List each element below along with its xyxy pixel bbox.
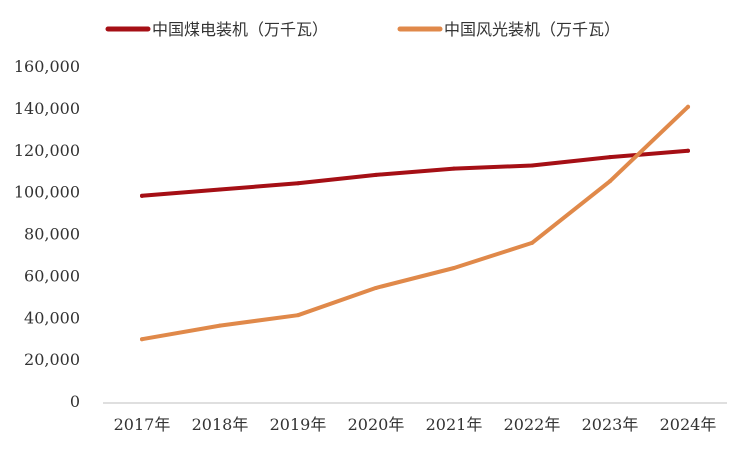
y-tick-label: 80,000 bbox=[24, 225, 80, 244]
x-tick-label: 2018年 bbox=[192, 415, 249, 434]
data-point-series-1 bbox=[452, 166, 456, 171]
data-point-series-1 bbox=[140, 193, 144, 198]
y-tick-label: 0 bbox=[70, 392, 80, 411]
data-point-series-1 bbox=[374, 172, 378, 177]
y-tick-label: 120,000 bbox=[14, 141, 80, 160]
data-point-series-1 bbox=[296, 181, 300, 186]
x-tick-label: 2019年 bbox=[270, 415, 327, 434]
legend: 中国煤电装机（万千瓦） 中国风光装机（万千瓦） bbox=[105, 20, 620, 39]
x-tick-label: 2023年 bbox=[582, 415, 639, 434]
data-point-series-2 bbox=[218, 323, 222, 328]
y-tick-label: 100,000 bbox=[14, 183, 80, 202]
data-point-series-2 bbox=[686, 104, 690, 109]
x-axis: 2017年 2018年 2019年 2020年 2021年 2022年 2023年 2024年 bbox=[103, 402, 727, 434]
y-tick-label: 140,000 bbox=[14, 99, 80, 118]
series-line-2 bbox=[140, 104, 690, 342]
y-tick-label: 160,000 bbox=[14, 57, 80, 76]
data-point-series-2 bbox=[530, 240, 534, 245]
series-layer bbox=[140, 104, 690, 342]
y-axis: 0 20,000 40,000 60,000 80,000 100,000 120,000 1… bbox=[14, 57, 80, 411]
x-tick-label: 2021年 bbox=[426, 415, 483, 434]
data-point-series-1 bbox=[608, 155, 612, 160]
data-point-series-2 bbox=[452, 266, 456, 271]
x-tick-label: 2024年 bbox=[660, 415, 717, 434]
data-point-series-2 bbox=[374, 285, 378, 290]
data-point-series-1 bbox=[686, 148, 690, 153]
data-point-series-1 bbox=[218, 187, 222, 192]
y-tick-label: 40,000 bbox=[24, 308, 80, 327]
series-line-1 bbox=[140, 148, 690, 198]
y-tick-label: 60,000 bbox=[24, 266, 80, 285]
legend-label: 中国风光装机（万千瓦） bbox=[444, 20, 620, 39]
data-point-series-2 bbox=[296, 313, 300, 318]
y-tick-label: 20,000 bbox=[24, 350, 80, 369]
x-tick-label: 2022年 bbox=[504, 415, 561, 434]
x-tick-label: 2020年 bbox=[348, 415, 405, 434]
x-tick-label: 2017年 bbox=[114, 415, 171, 434]
data-point-series-2 bbox=[608, 179, 612, 184]
data-point-series-2 bbox=[140, 337, 144, 342]
data-point-series-1 bbox=[530, 163, 534, 168]
legend-label: 中国煤电装机（万千瓦） bbox=[152, 20, 328, 39]
